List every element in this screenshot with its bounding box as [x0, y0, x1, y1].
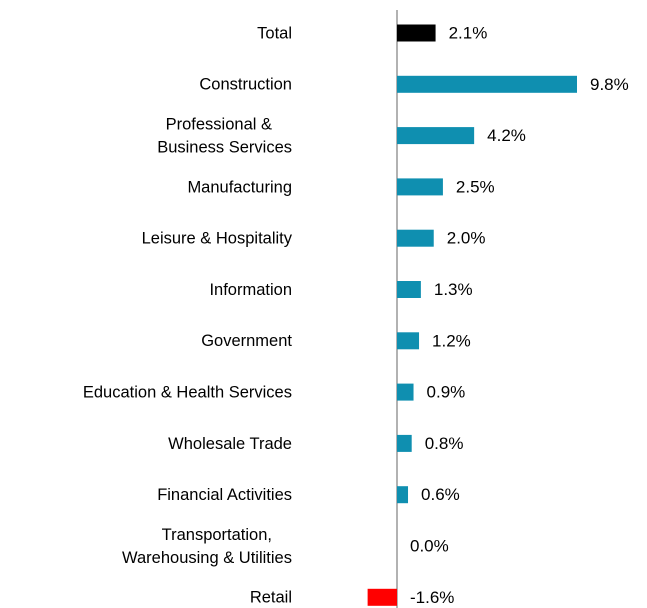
bar [397, 229, 434, 247]
value-label: 2.0% [447, 229, 486, 248]
value-label: 2.5% [456, 177, 495, 196]
category-label: Education & Health Services [83, 383, 292, 401]
bar [397, 332, 420, 350]
category-label: Construction [199, 76, 292, 94]
category-label: Financial Activities [157, 486, 292, 504]
value-label: 0.8% [425, 434, 464, 453]
value-label: 0.9% [427, 383, 466, 402]
value-label: 1.2% [432, 331, 471, 350]
bar [397, 75, 577, 93]
value-label: 0.0% [410, 536, 449, 555]
value-label: 1.3% [434, 280, 473, 299]
category-label: Retail [250, 589, 292, 607]
value-label: 2.1% [449, 23, 488, 42]
bar [367, 588, 397, 606]
category-label: Total [257, 24, 292, 42]
bar [397, 24, 436, 42]
category-label: Business Services [157, 138, 292, 156]
category-label: Information [209, 281, 292, 299]
bar [397, 127, 475, 145]
value-label: 0.6% [421, 485, 460, 504]
category-label: Government [201, 332, 292, 350]
category-label: Warehousing & Utilities [122, 549, 292, 567]
category-label: Professional & [166, 115, 272, 133]
value-label: 4.2% [487, 126, 526, 145]
category-label: Wholesale Trade [168, 435, 292, 453]
bar [397, 486, 409, 504]
value-label: -1.6% [410, 588, 454, 607]
bar [397, 383, 414, 401]
bar [397, 281, 421, 298]
bar [397, 178, 443, 196]
category-label: Transportation, [162, 526, 272, 544]
category-label: Leisure & Hospitality [142, 230, 293, 248]
bar [397, 434, 412, 452]
category-label: Manufacturing [187, 178, 292, 196]
value-label: 9.8% [590, 75, 629, 94]
